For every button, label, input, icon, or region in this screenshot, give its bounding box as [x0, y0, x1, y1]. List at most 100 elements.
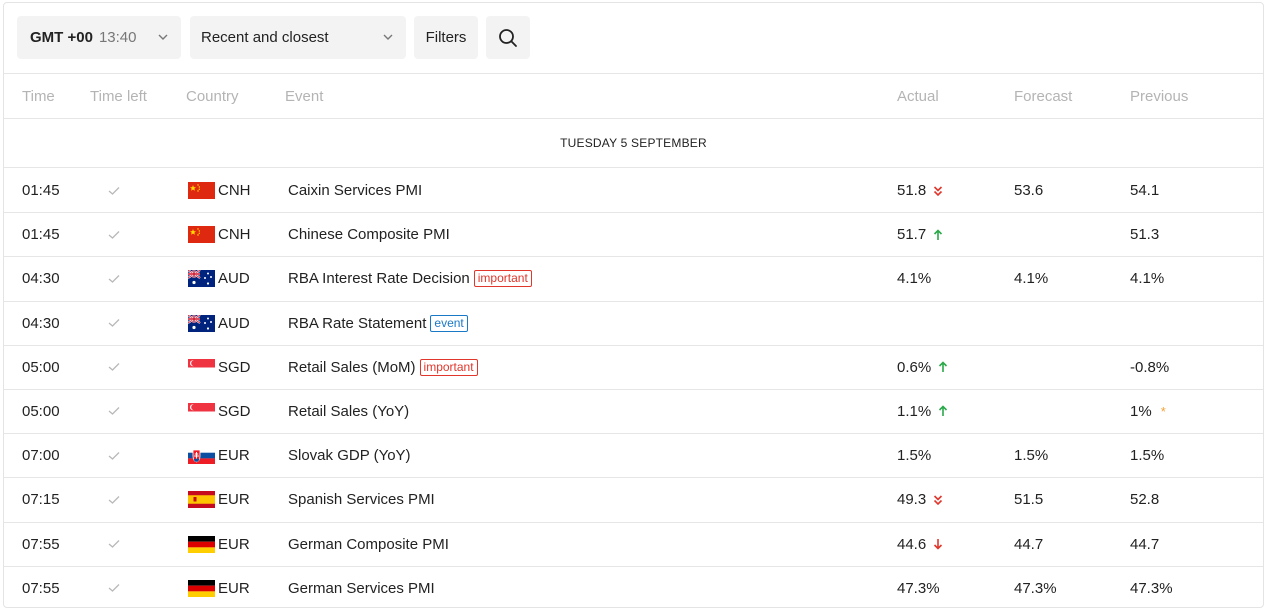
currency-code: SGD [218, 402, 251, 420]
event-cell[interactable]: RBA Interest Rate Decision important [288, 257, 532, 300]
actual-cell: 47.3% [897, 567, 940, 607]
flag-au-icon [188, 270, 215, 288]
event-cell[interactable]: German Services PMI [288, 567, 435, 607]
forecast-cell: 51.5 [1014, 478, 1043, 521]
time-cell: 05:00 [22, 346, 60, 389]
filters-button[interactable]: Filters [414, 16, 478, 59]
filters-label: Filters [425, 29, 467, 46]
previous-cell: 54.1 [1130, 169, 1159, 212]
previous-cell: 1% * [1130, 390, 1166, 433]
event-name: German Services PMI [288, 579, 435, 597]
col-time[interactable]: Time [22, 88, 55, 105]
currency-code: EUR [218, 579, 250, 597]
table-row[interactable]: 07:55 EUR German Services PMI 47.3% 47.3% 47.… [4, 567, 1263, 607]
country-cell: CNH [188, 213, 251, 256]
table-row[interactable]: 04:30 AUD RBA Interest Rate Decision import… [4, 257, 1263, 302]
col-event[interactable]: Event [285, 88, 324, 105]
search-icon [499, 28, 517, 47]
actual-cell: 49.3 [897, 478, 943, 521]
country-cell: AUD [188, 257, 250, 300]
currency-code: AUD [218, 314, 250, 332]
country-cell: CNH [188, 169, 251, 212]
table-row[interactable]: 01:45 CNH Chinese Composite PMI 51.7 51.3 [4, 213, 1263, 258]
search-button[interactable] [486, 16, 530, 59]
time-left-cell [108, 478, 120, 521]
country-cell: EUR [188, 434, 250, 477]
table-row[interactable]: 07:55 EUR German Composite PMI 44.6 44.7 44.7 [4, 523, 1263, 567]
event-name: German Composite PMI [288, 535, 449, 553]
table-row[interactable]: 07:15 EUR Spanish Services PMI 49.3 51.5 52.8 [4, 478, 1263, 523]
chevron-down-icon [383, 34, 393, 40]
currency-code: SGD [218, 358, 251, 376]
actual-cell: 51.8 [897, 169, 943, 212]
country-cell: AUD [188, 302, 250, 345]
table-header: Time Time left Country Event Actual Fore… [4, 75, 1263, 119]
currency-code: EUR [218, 491, 250, 509]
col-country[interactable]: Country [186, 88, 239, 105]
event-cell[interactable]: Retail Sales (YoY) [288, 390, 409, 433]
col-previous[interactable]: Previous [1130, 88, 1189, 105]
flag-de-icon [188, 579, 215, 597]
flag-sg-icon [188, 402, 215, 420]
event-cell[interactable]: Retail Sales (MoM) important [288, 346, 478, 389]
previous-cell: 44.7 [1130, 523, 1159, 566]
time-left-cell [108, 302, 120, 345]
currency-code: CNH [218, 182, 251, 199]
flag-de-icon [188, 535, 215, 553]
forecast-cell: 1.5% [1014, 434, 1048, 477]
time-cell: 07:00 [22, 434, 60, 477]
table-row[interactable]: 05:00 SGD Retail Sales (MoM) important 0.6% -… [4, 346, 1263, 390]
date-header: TUESDAY 5 SEPTEMBER [4, 119, 1263, 168]
time-cell: 01:45 [22, 213, 60, 256]
check-icon [108, 407, 120, 416]
event-cell[interactable]: Chinese Composite PMI [288, 213, 450, 256]
timezone-time: 13:40 [98, 29, 137, 46]
table-row[interactable]: 01:45 CNH Caixin Services PMI 51.8 53.6 54.1 [4, 169, 1263, 214]
check-icon [108, 186, 120, 195]
double-down-icon [933, 185, 943, 197]
time-left-cell [108, 390, 120, 433]
previous-value: 52.8 [1130, 491, 1160, 509]
flag-sk-icon [188, 447, 215, 465]
flag-cn-icon [188, 226, 215, 244]
previous-value: -0.8% [1130, 358, 1170, 376]
previous-cell: 52.8 [1130, 478, 1159, 521]
col-forecast[interactable]: Forecast [1014, 88, 1073, 105]
country-cell: SGD [188, 346, 251, 389]
country-cell: EUR [188, 567, 250, 607]
arrow-up-icon [938, 405, 948, 417]
event-cell[interactable]: German Composite PMI [288, 523, 449, 566]
event-cell[interactable]: Spanish Services PMI [288, 478, 435, 521]
timezone-label: GMT +00 [30, 29, 93, 46]
previous-cell: 51.3 [1130, 213, 1159, 256]
flag-cn-icon [188, 182, 215, 199]
timezone-dropdown[interactable]: GMT +00 13:40 [17, 16, 181, 59]
event-name: Chinese Composite PMI [288, 226, 450, 244]
event-time: 07:15 [22, 491, 60, 509]
actual-value: 47.3% [897, 579, 940, 597]
col-time-left[interactable]: Time left [90, 88, 147, 105]
event-cell[interactable]: Slovak GDP (YoY) [288, 434, 411, 477]
previous-cell: 4.1% [1130, 257, 1164, 300]
actual-value: 49.3 [897, 491, 927, 509]
table-row[interactable]: 05:00 SGD Retail Sales (YoY) 1.1% 1% * [4, 390, 1263, 435]
event-cell[interactable]: Caixin Services PMI [288, 169, 422, 212]
currency-code: CNH [218, 226, 251, 244]
time-cell: 05:00 [22, 390, 60, 433]
col-actual[interactable]: Actual [897, 88, 939, 105]
actual-cell: 0.6% [897, 346, 948, 389]
time-left-cell [108, 213, 120, 256]
event-cell[interactable]: RBA Rate Statement event [288, 302, 468, 345]
table-row[interactable]: 07:00 EUR Slovak GDP (YoY) 1.5% 1.5% 1.5% [4, 434, 1263, 479]
previous-cell: -0.8% [1130, 346, 1169, 389]
event-time: 07:00 [22, 447, 60, 465]
table-row[interactable]: 04:30 AUD RBA Rate Statement event [4, 302, 1263, 346]
sort-dropdown[interactable]: Recent and closest [190, 16, 406, 59]
check-icon [108, 363, 120, 372]
actual-value: 0.6% [897, 358, 932, 376]
flag-sg-icon [188, 358, 215, 376]
time-left-cell [108, 346, 120, 389]
previous-value: 54.1 [1130, 182, 1160, 199]
currency-code: AUD [218, 270, 250, 288]
actual-cell: 1.5% [897, 434, 931, 477]
